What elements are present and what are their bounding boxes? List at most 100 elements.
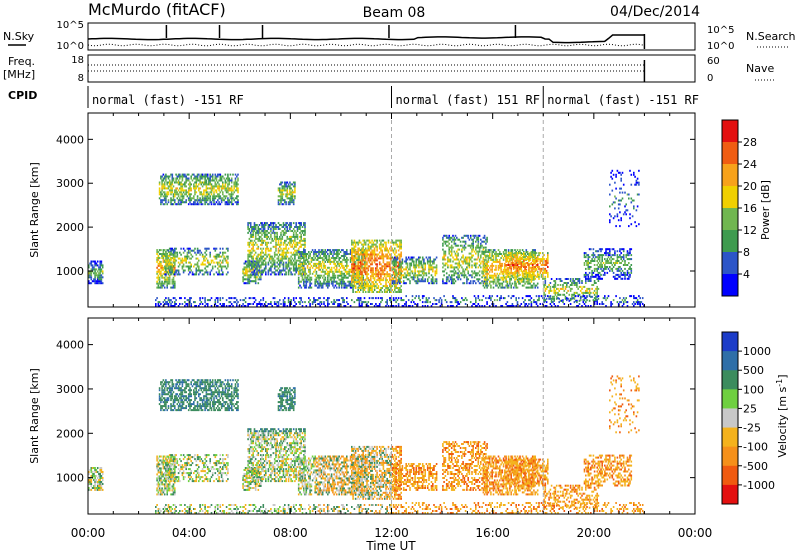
- echo-cell: [159, 187, 161, 189]
- echo-cell: [319, 261, 321, 263]
- echo-cell: [488, 279, 490, 281]
- echo-cell: [498, 269, 500, 271]
- echo-cell: [422, 276, 424, 278]
- echo-cell: [355, 285, 357, 287]
- echo-cell: [376, 250, 378, 252]
- echo-cell: [547, 258, 549, 260]
- echo-cell: [172, 176, 174, 178]
- echo-cell: [249, 238, 251, 240]
- echo-cell: [237, 178, 239, 180]
- echo-cell: [570, 290, 572, 292]
- echo-cell: [383, 279, 385, 281]
- echo-cell: [311, 251, 313, 253]
- echo-cell: [403, 280, 405, 282]
- echo-cell: [222, 271, 224, 273]
- echo-cell: [227, 258, 229, 260]
- echo-cell: [280, 183, 282, 185]
- echo-cell: [260, 248, 262, 250]
- echo-cell: [283, 230, 285, 232]
- echo-cell: [373, 246, 375, 248]
- echo-cell: [172, 264, 174, 266]
- echo-cell: [225, 185, 227, 187]
- echo-cell: [560, 284, 562, 286]
- echo-cell: [249, 244, 251, 246]
- echo-cell: [235, 180, 237, 182]
- echo-cell: [173, 279, 175, 281]
- echo-cell: [456, 257, 458, 259]
- echo-cell: [398, 250, 400, 252]
- echo-cell: [466, 266, 468, 268]
- echo-cell: [226, 268, 228, 270]
- echo-cell: [509, 260, 511, 262]
- echo-cell: [278, 248, 280, 250]
- echo-cell: [422, 266, 424, 268]
- echo-cell: [225, 183, 227, 185]
- echo-cell: [471, 274, 473, 276]
- echo-cell: [395, 242, 397, 244]
- echo-cell: [593, 292, 595, 294]
- echo-cell: [375, 257, 377, 259]
- echo-cell: [228, 183, 230, 185]
- echo-cell: [166, 258, 168, 260]
- echo-cell: [182, 178, 184, 180]
- echo-cell: [335, 275, 337, 277]
- echo-cell: [298, 277, 300, 279]
- echo-cell: [523, 278, 525, 280]
- echo-cell: [534, 256, 536, 258]
- echo-cell: [303, 269, 305, 271]
- echo-cell: [486, 241, 488, 243]
- echo-cell: [471, 266, 473, 268]
- echo-cell: [340, 257, 342, 259]
- echo-cell: [218, 189, 220, 191]
- echo-cell: [160, 261, 162, 263]
- echo-cell: [352, 279, 354, 281]
- echo-cell: [263, 271, 265, 273]
- echo-cell: [193, 174, 195, 176]
- echo-cell: [270, 248, 272, 250]
- echo-cell: [328, 283, 330, 285]
- echo-cell: [266, 238, 268, 240]
- echo-cell: [507, 270, 509, 272]
- echo-cell: [432, 270, 434, 272]
- echo-cell: [523, 270, 525, 272]
- echo-cell: [381, 287, 383, 289]
- echo-cell: [97, 270, 99, 272]
- echo-cell: [189, 268, 191, 270]
- echo-cell: [464, 272, 466, 274]
- echo-cell: [321, 265, 323, 267]
- echo-cell: [393, 244, 395, 246]
- echo-cell: [513, 262, 515, 264]
- echo-cell: [361, 261, 363, 263]
- echo-cell: [589, 288, 591, 290]
- echo-cell: [325, 271, 327, 273]
- echo-cell: [280, 248, 282, 250]
- echo-cell: [276, 236, 278, 238]
- echo-cell: [283, 264, 285, 266]
- echo-cell: [258, 246, 260, 248]
- echo-cell: [159, 197, 161, 199]
- echo-cell: [436, 278, 438, 280]
- echo-cell: [218, 193, 220, 195]
- echo-cell: [385, 242, 387, 244]
- echo-cell: [197, 178, 199, 180]
- echo-cell: [163, 285, 165, 287]
- echo-cell: [274, 222, 276, 224]
- echo-cell: [254, 240, 256, 242]
- echo-cell: [222, 254, 224, 256]
- echo-cell: [223, 178, 225, 180]
- echo-cell: [255, 242, 257, 244]
- echo-cell: [166, 271, 168, 273]
- echo-cell: [231, 185, 233, 187]
- echo-cell: [405, 261, 407, 263]
- echo-cell: [491, 269, 493, 271]
- echo-cell: [393, 250, 395, 252]
- echo-cell: [371, 287, 373, 289]
- echo-cell: [460, 264, 462, 266]
- echo-cell: [261, 244, 263, 246]
- echo-cell: [357, 273, 359, 275]
- echo-cell: [264, 226, 266, 228]
- echo-cell: [494, 249, 496, 251]
- echo-cell: [170, 258, 172, 260]
- echo-cell: [537, 264, 539, 266]
- echo-cell: [173, 203, 175, 205]
